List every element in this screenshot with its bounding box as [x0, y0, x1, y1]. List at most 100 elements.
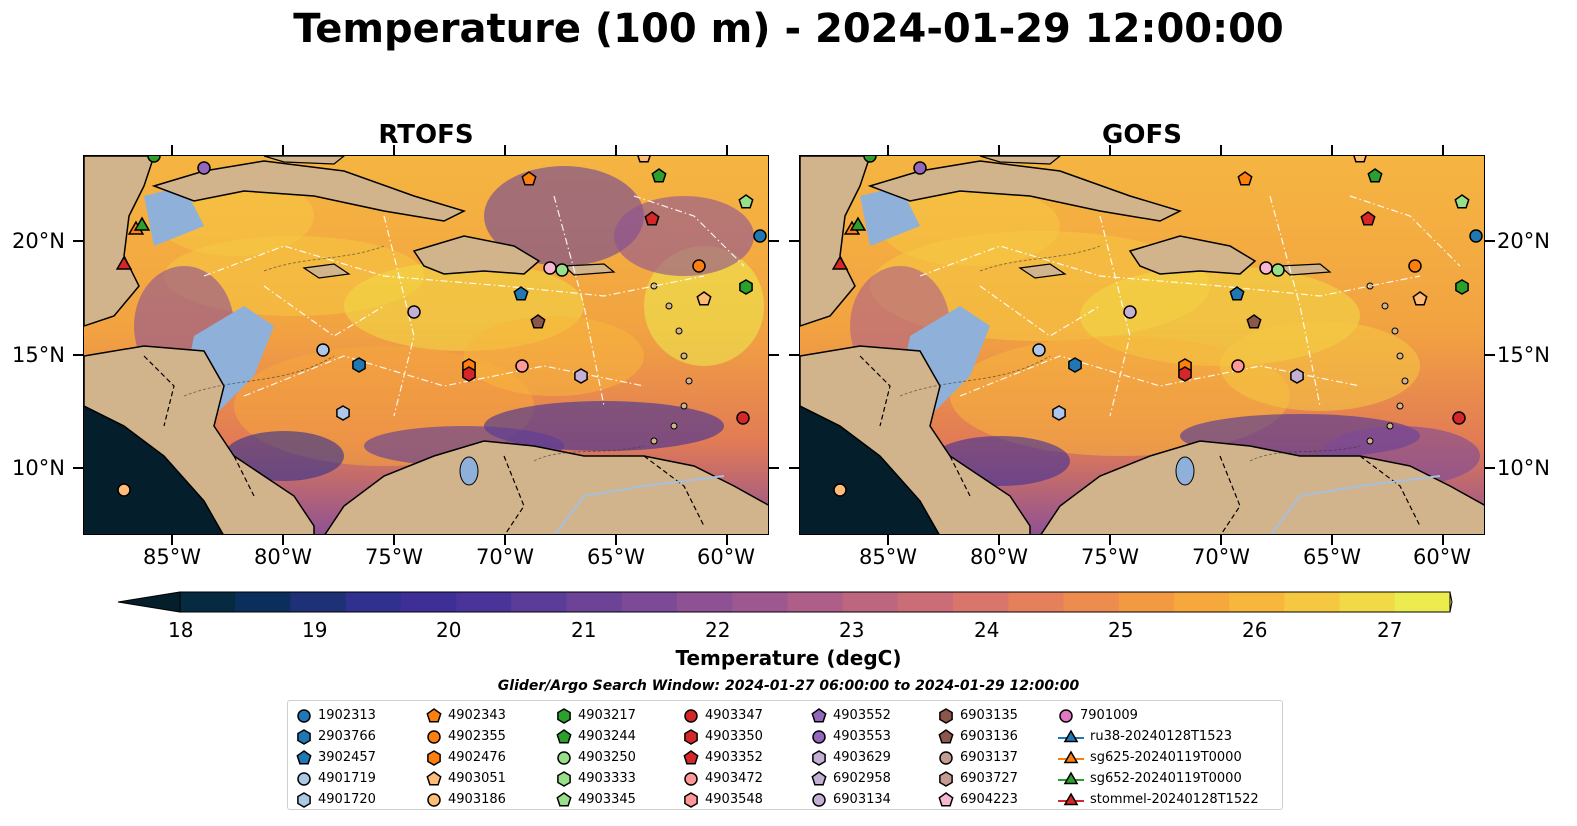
legend-label: 4903217 — [578, 708, 636, 723]
legend-marker-icon — [296, 749, 312, 764]
continental-shelf — [860, 186, 920, 246]
legend-marker-icon — [426, 770, 442, 785]
legend-marker-icon — [811, 770, 827, 785]
legend-label: stommel-20240128T1522 — [1090, 792, 1259, 807]
land-puerto-rico — [562, 263, 616, 276]
land-south-america — [1040, 440, 1484, 534]
colorbar-tick-label: 18 — [168, 618, 194, 642]
lake-maracaibo — [1175, 456, 1195, 486]
float-marker — [696, 291, 712, 306]
colorbar-tick-label: 20 — [436, 618, 462, 642]
legend-marker-icon — [426, 707, 442, 722]
legend-marker-icon — [556, 791, 572, 806]
legend-column: 4903552 4903553 4903629 6902958 6903134 — [811, 705, 891, 810]
legend-marker-icon — [938, 791, 954, 806]
float-marker — [515, 359, 529, 373]
lon-tick-label: 75°W — [1081, 545, 1139, 569]
float-marker — [913, 161, 927, 175]
colorbar-cell — [1394, 592, 1451, 612]
legend-label: 4902355 — [448, 729, 506, 744]
land-lesser-antilles — [1391, 327, 1399, 335]
legend-label: sg625-20240119T0000 — [1090, 750, 1242, 765]
land-jamaica — [302, 263, 351, 279]
land-florida — [979, 156, 1061, 165]
country-border — [859, 355, 891, 427]
legend-item: 4903051 — [426, 768, 506, 789]
legend-label: 4903347 — [705, 708, 763, 723]
glider-marker — [849, 216, 867, 231]
float-marker — [753, 229, 767, 243]
legend-column: 1902313 2903766 3902457 4901719 4901720 — [296, 705, 376, 810]
land-lesser-antilles — [1396, 402, 1404, 410]
map-rtofs[interactable] — [83, 155, 769, 535]
land-lesser-antilles — [680, 402, 688, 410]
colorbar-tick-label: 25 — [1108, 618, 1134, 642]
colorbar-cell — [345, 592, 402, 612]
float-marker — [1412, 291, 1428, 306]
legend-item: 3902457 — [296, 747, 376, 768]
lat-tick-label: 20°N — [1497, 229, 1550, 253]
legend-item: 4903548 — [683, 789, 763, 810]
land-hispaniola — [412, 235, 541, 275]
lat-tick-label: 10°N — [1497, 456, 1550, 480]
legend-label: 4902343 — [448, 708, 506, 723]
float-marker — [1259, 261, 1273, 275]
float-marker — [336, 405, 350, 421]
colorbar-cell — [1118, 592, 1175, 612]
land-lesser-antilles — [685, 377, 693, 385]
legend-item: 4903553 — [811, 726, 891, 747]
legend-label: 6903134 — [833, 792, 891, 807]
float-marker — [1229, 286, 1245, 301]
legend-label: 6903135 — [960, 708, 1018, 723]
land-lesser-antilles — [670, 422, 678, 430]
legend-label: 4903333 — [578, 771, 636, 786]
legend-marker-icon — [812, 792, 826, 807]
legend-item: 4903347 — [683, 705, 763, 726]
colorbar-cell — [621, 592, 678, 612]
legend-item: 4903345 — [556, 789, 636, 810]
legend-item: 6903136 — [938, 726, 1018, 747]
legend-label: 6903136 — [960, 729, 1018, 744]
colorbar-cell — [676, 592, 733, 612]
legend-label: 6903137 — [960, 750, 1018, 765]
map-gofs[interactable] — [799, 155, 1485, 535]
depth-contour — [263, 245, 385, 272]
legend-item: 4903352 — [683, 747, 763, 768]
cool-water-patch — [484, 166, 644, 266]
float-marker — [637, 156, 651, 163]
legend-item: 6902958 — [811, 768, 891, 789]
legend-item: 4903350 — [683, 726, 763, 747]
eez-boundary — [383, 215, 415, 417]
colorbar-cell — [566, 592, 623, 612]
legend-item: 4903333 — [556, 768, 636, 789]
legend-item: sg652-20240119T0000 — [1058, 768, 1259, 789]
float-marker — [316, 343, 330, 357]
legend-label: 3902457 — [318, 750, 376, 765]
legend-marker-icon — [297, 728, 311, 745]
land-lesser-antilles — [650, 437, 658, 445]
float-marker — [352, 357, 366, 373]
land-central-america — [84, 345, 315, 534]
colorbar-cell — [235, 592, 291, 612]
legend-marker-icon — [684, 708, 698, 723]
country-border — [143, 355, 175, 427]
float-marker — [530, 314, 546, 329]
legend-label: 4903352 — [705, 750, 763, 765]
colorbar-tick-label: 27 — [1377, 618, 1403, 642]
legend-marker-icon — [427, 749, 441, 766]
legend-item: 4901719 — [296, 768, 376, 789]
eez-boundary — [203, 245, 705, 297]
legend-label: 4903548 — [705, 792, 763, 807]
legend-item: 4903629 — [811, 747, 891, 768]
country-border — [503, 455, 525, 534]
legend-label: 4903472 — [705, 771, 763, 786]
river — [554, 475, 725, 534]
float-marker — [1237, 171, 1253, 186]
float-marker — [1246, 314, 1262, 329]
float-marker — [462, 366, 476, 382]
colorbar-cell — [511, 592, 568, 612]
float-marker — [521, 171, 537, 186]
float-marker — [1353, 156, 1367, 163]
legend-marker-icon — [297, 771, 311, 786]
legend-marker-icon — [938, 728, 954, 743]
